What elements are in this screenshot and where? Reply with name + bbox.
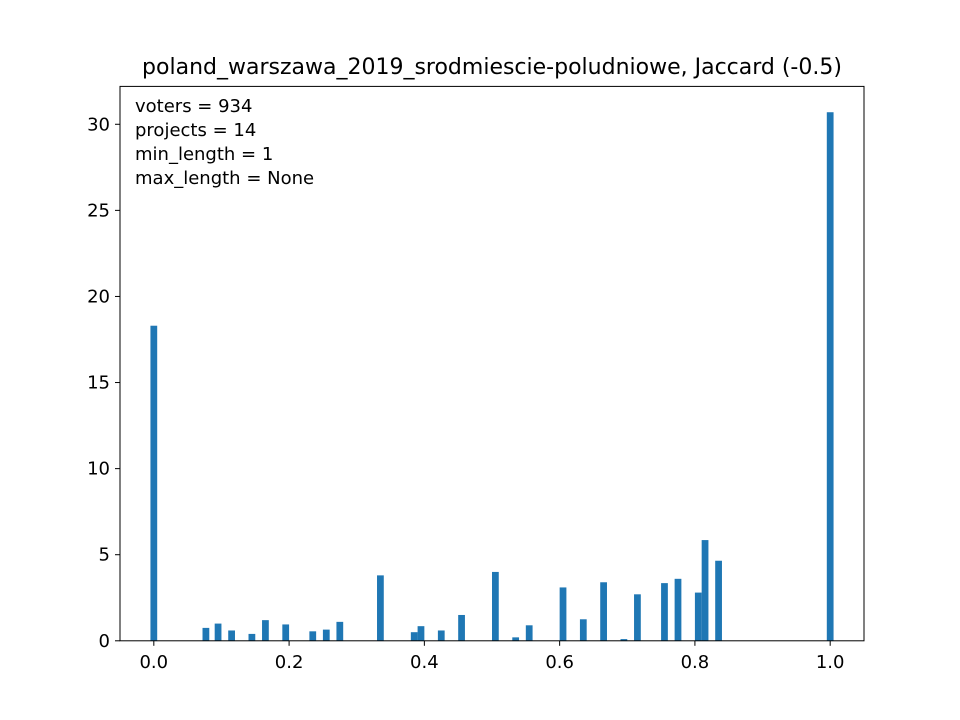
y-tick-label: 10 <box>87 459 110 480</box>
x-tick-label: 0.4 <box>410 652 439 673</box>
histogram-bar <box>715 560 722 641</box>
y-tick-label: 5 <box>99 545 110 566</box>
histogram-bar <box>826 112 834 641</box>
histogram-bar <box>248 633 256 641</box>
histogram-bar <box>228 630 235 641</box>
y-axis: 0 5 10 15 20 25 30 <box>87 114 120 652</box>
annotation-line: max_length = None <box>135 168 314 189</box>
histogram-bar <box>458 614 465 641</box>
x-tick-label: 0.2 <box>275 652 304 673</box>
histogram-bar <box>579 619 587 641</box>
histogram-bar <box>336 621 344 641</box>
y-tick-label: 20 <box>87 286 110 307</box>
y-tick-label: 0 <box>99 631 110 652</box>
histogram-bar <box>202 627 210 641</box>
histogram-bar <box>377 575 384 641</box>
plot-frame <box>119 85 865 642</box>
x-tick-label: 1.0 <box>816 652 845 673</box>
x-tick-label: 0.8 <box>681 652 710 673</box>
histogram-bar <box>525 625 533 641</box>
histogram-bar <box>634 594 641 641</box>
y-tick-label: 25 <box>87 200 110 221</box>
annotation-line: projects = 14 <box>135 120 256 141</box>
histogram-bar <box>150 325 158 641</box>
histogram-bar <box>410 632 418 641</box>
histogram-bar <box>674 578 682 641</box>
histogram-bar <box>701 540 709 641</box>
annotation-line: min_length = 1 <box>135 144 273 165</box>
histogram-bar <box>492 571 499 641</box>
histogram-bar <box>661 583 668 641</box>
histogram-bar <box>262 620 269 641</box>
histogram-bar <box>694 592 702 641</box>
y-tick-label: 15 <box>87 373 110 394</box>
histogram-bar <box>600 582 607 641</box>
bars-group <box>150 112 834 641</box>
x-tick-label: 0.0 <box>139 652 168 673</box>
annotation-line: voters = 934 <box>135 96 252 117</box>
histogram-bar <box>282 624 290 641</box>
histogram-bar <box>214 623 222 641</box>
histogram-bar <box>309 631 317 641</box>
histogram-bar <box>437 630 445 641</box>
histogram-bar <box>620 639 628 641</box>
histogram-bar <box>322 629 330 641</box>
histogram-bar <box>417 626 425 641</box>
chart-title: poland_warszawa_2019_srodmiescie-poludni… <box>142 55 842 80</box>
histogram-bar <box>512 637 520 641</box>
y-tick-label: 30 <box>87 114 110 135</box>
x-tick-label: 0.6 <box>545 652 574 673</box>
x-axis: 0.0 0.2 0.4 0.6 0.8 1.0 <box>139 640 845 673</box>
histogram-bar <box>559 587 567 641</box>
annotation-box: voters = 934 projects = 14 min_length = 1 m… <box>135 96 314 189</box>
